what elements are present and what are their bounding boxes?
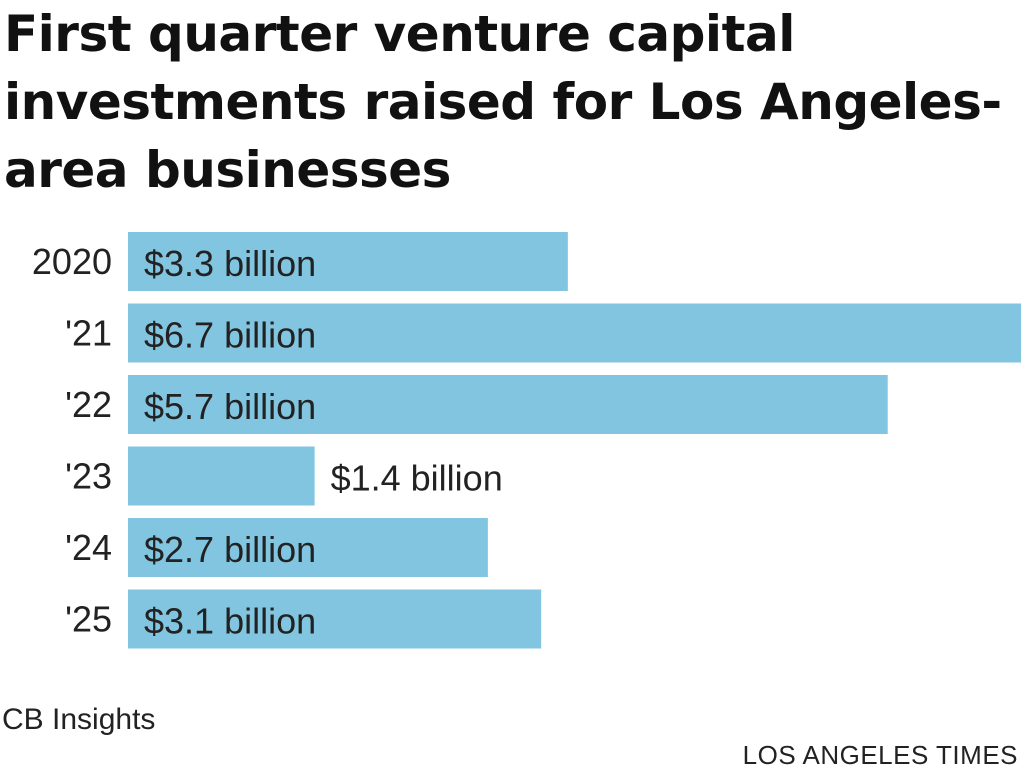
category-label: 2020 [32, 241, 112, 282]
bar [128, 518, 488, 577]
bar [128, 232, 568, 291]
category-label: '22 [65, 384, 112, 425]
bar-value-label: $6.7 billion [144, 315, 316, 356]
category-label: '21 [65, 313, 112, 354]
bar [128, 589, 542, 649]
category-label: '23 [65, 456, 112, 497]
bar-value-label: $3.3 billion [144, 243, 316, 284]
chart-title: First quarter venture capital investment… [4, 5, 1002, 199]
bar [128, 375, 888, 434]
bar-value-label: $5.7 billion [144, 386, 316, 427]
category-label: '25 [65, 599, 112, 640]
publisher-credit: LOS ANGELES TIMES [742, 740, 1018, 770]
bar [128, 303, 1021, 363]
bar [128, 446, 315, 506]
bar-value-label: $3.1 billion [144, 601, 316, 642]
category-label: '24 [65, 527, 112, 568]
bar-value-label: $2.7 billion [144, 529, 316, 570]
source-note: CB Insights [2, 703, 156, 736]
bar-value-label: $1.4 billion [331, 458, 503, 499]
